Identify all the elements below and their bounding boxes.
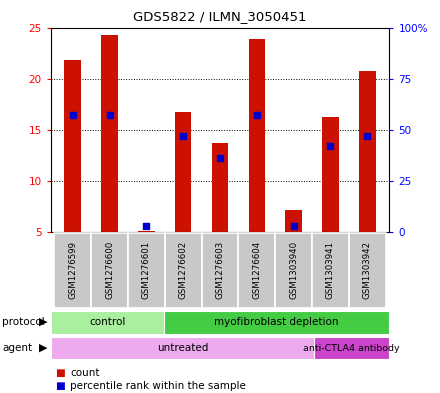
Text: ■: ■: [55, 381, 65, 391]
FancyBboxPatch shape: [54, 233, 91, 308]
FancyBboxPatch shape: [91, 233, 128, 308]
Text: protocol: protocol: [2, 317, 45, 327]
Bar: [249, 39, 265, 232]
Bar: [101, 35, 118, 232]
Point: [106, 112, 113, 119]
FancyBboxPatch shape: [275, 233, 312, 308]
Text: GSM1276599: GSM1276599: [68, 241, 77, 299]
FancyBboxPatch shape: [165, 233, 202, 308]
FancyBboxPatch shape: [238, 233, 275, 308]
Point: [290, 222, 297, 229]
Point: [216, 155, 224, 162]
FancyBboxPatch shape: [164, 310, 389, 334]
Bar: [322, 118, 339, 232]
Text: ▶: ▶: [39, 317, 48, 327]
Text: myofibroblast depletion: myofibroblast depletion: [214, 317, 339, 327]
Bar: [359, 72, 376, 232]
Text: agent: agent: [2, 343, 32, 353]
FancyBboxPatch shape: [349, 233, 386, 308]
Bar: [286, 210, 302, 232]
Text: GSM1303940: GSM1303940: [289, 241, 298, 299]
Point: [69, 112, 76, 119]
Text: ■: ■: [55, 367, 65, 378]
Text: GSM1276601: GSM1276601: [142, 241, 151, 299]
Text: GSM1276603: GSM1276603: [216, 241, 224, 299]
Bar: [138, 231, 154, 232]
Text: ▶: ▶: [39, 343, 48, 353]
FancyBboxPatch shape: [51, 310, 164, 334]
Text: GDS5822 / ILMN_3050451: GDS5822 / ILMN_3050451: [133, 10, 307, 23]
Text: count: count: [70, 367, 100, 378]
Bar: [64, 60, 81, 232]
Point: [253, 112, 260, 119]
Text: control: control: [89, 317, 125, 327]
Point: [327, 143, 334, 149]
Point: [364, 133, 371, 139]
Text: GSM1276602: GSM1276602: [179, 241, 188, 299]
Text: GSM1276604: GSM1276604: [252, 241, 261, 299]
Bar: [212, 143, 228, 232]
Point: [143, 222, 150, 229]
FancyBboxPatch shape: [312, 233, 349, 308]
Text: GSM1303942: GSM1303942: [363, 241, 372, 299]
Bar: [175, 112, 191, 232]
FancyBboxPatch shape: [202, 233, 238, 308]
FancyBboxPatch shape: [314, 336, 389, 360]
FancyBboxPatch shape: [128, 233, 165, 308]
Text: GSM1276600: GSM1276600: [105, 241, 114, 299]
Point: [180, 133, 187, 139]
Text: percentile rank within the sample: percentile rank within the sample: [70, 381, 246, 391]
Text: untreated: untreated: [157, 343, 208, 353]
Text: GSM1303941: GSM1303941: [326, 241, 335, 299]
Text: anti-CTLA4 antibody: anti-CTLA4 antibody: [304, 343, 400, 353]
FancyBboxPatch shape: [51, 336, 314, 360]
